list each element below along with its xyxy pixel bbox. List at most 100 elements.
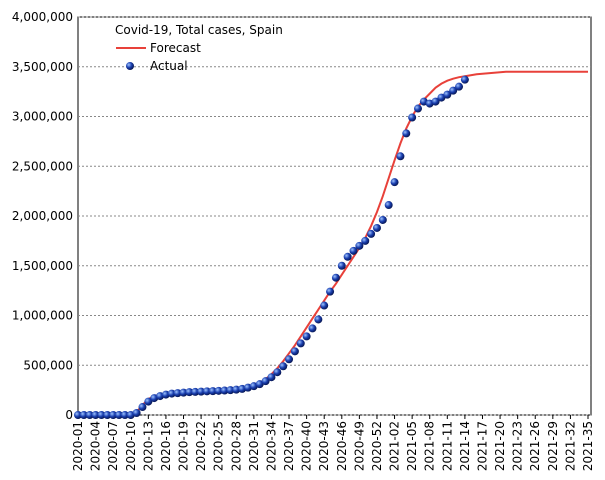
x-tick-label: 2021-02 — [388, 421, 402, 471]
actual-point — [197, 387, 206, 396]
x-tick-label: 2020-10 — [124, 421, 138, 471]
actual-point — [343, 252, 352, 261]
actual-point — [97, 411, 106, 419]
x-tick-label: 2021-14 — [458, 421, 472, 471]
x-tick-label: 2020-49 — [352, 421, 366, 471]
actual-point — [214, 386, 223, 395]
x-tick-label: 2020-25 — [212, 421, 226, 471]
actual-point — [208, 387, 217, 396]
actual-point — [115, 411, 124, 419]
actual-point — [226, 386, 235, 395]
x-tick-label: 2020-43 — [317, 421, 331, 471]
actual-point — [138, 403, 147, 412]
x-tick-label: 2020-01 — [71, 421, 85, 471]
actual-point — [79, 411, 88, 419]
x-tick-label: 2020-22 — [194, 421, 208, 471]
actual-point — [402, 129, 411, 138]
y-tick-label: 3,500,000 — [12, 60, 73, 74]
x-tick-label: 2021-26 — [528, 421, 542, 471]
actual-point — [367, 229, 376, 238]
actual-point — [173, 389, 182, 398]
actual-point — [302, 332, 311, 341]
x-tick-label: 2020-31 — [247, 421, 261, 471]
actual-point — [326, 287, 335, 296]
x-tick-label: 2021-08 — [423, 421, 437, 471]
actual-point — [120, 411, 129, 419]
x-tick-label: 2020-46 — [335, 421, 349, 471]
actual-point — [279, 362, 288, 371]
legend-label: Forecast — [150, 41, 201, 55]
actual-point — [290, 347, 299, 356]
actual-point — [460, 75, 469, 84]
actual-point — [179, 388, 188, 397]
x-tick-label: 2020-16 — [159, 421, 173, 471]
actual-point — [337, 261, 346, 270]
y-tick-label: 2,500,000 — [12, 159, 73, 173]
actual-point — [273, 368, 282, 377]
x-tick-label: 2021-23 — [511, 421, 525, 471]
actual-point — [109, 411, 118, 419]
actual-point — [261, 377, 270, 386]
actual-point — [384, 201, 393, 210]
y-tick-label: 0 — [65, 408, 73, 422]
x-tick-label: 2020-19 — [177, 421, 191, 471]
actual-point — [167, 389, 176, 398]
actual-point — [372, 223, 381, 232]
actual-point — [232, 385, 241, 394]
actual-point — [285, 355, 294, 364]
x-tick-label: 2021-20 — [493, 421, 507, 471]
actual-point — [85, 411, 94, 419]
actual-point — [103, 411, 112, 419]
forecast-line — [78, 70, 588, 416]
actual-point — [220, 386, 229, 395]
actual-point — [408, 113, 417, 122]
actual-point — [185, 388, 194, 397]
x-tick-label: 2021-29 — [546, 421, 560, 471]
y-tick-label: 500,000 — [23, 358, 73, 372]
actual-point — [455, 82, 464, 91]
actual-point — [414, 104, 422, 113]
actual-point — [202, 387, 211, 396]
x-tick-label: 2021-35 — [581, 421, 595, 471]
actual-point — [320, 301, 329, 310]
actual-point — [91, 411, 100, 419]
x-tick-label: 2020-07 — [106, 421, 120, 471]
actual-point — [331, 273, 340, 282]
actual-point — [443, 90, 452, 99]
y-tick-label: 1,500,000 — [12, 259, 73, 273]
actual-point — [349, 246, 358, 255]
x-tick-label: 2020-34 — [264, 421, 278, 471]
actual-point — [74, 411, 82, 419]
x-tick-label: 2020-52 — [370, 421, 384, 471]
y-tick-label: 4,000,000 — [12, 10, 73, 24]
actual-point — [378, 215, 387, 224]
actual-point — [396, 152, 405, 161]
legend-swatch — [126, 62, 134, 70]
actual-point — [132, 409, 141, 418]
x-tick-label: 2020-04 — [89, 421, 103, 471]
actual-point — [449, 86, 458, 95]
x-tick-label: 2020-13 — [141, 421, 155, 471]
actual-point — [308, 324, 317, 333]
x-tick-label: 2020-28 — [229, 421, 243, 471]
actual-point — [314, 315, 323, 324]
y-tick-label: 2,000,000 — [12, 209, 73, 223]
y-tick-label: 3,000,000 — [12, 110, 73, 124]
actual-point — [191, 387, 200, 396]
x-tick-label: 2021-32 — [563, 421, 577, 471]
actual-point — [390, 178, 399, 187]
actual-point — [355, 241, 364, 250]
actual-point — [267, 373, 276, 382]
y-tick-label: 1,000,000 — [12, 309, 73, 323]
actual-point — [296, 339, 305, 348]
legend-title: Covid-19, Total cases, Spain — [115, 23, 283, 37]
x-tick-label: 2020-37 — [282, 421, 296, 471]
legend-label: Actual — [150, 59, 188, 73]
x-tick-label: 2021-17 — [475, 421, 489, 471]
actual-point — [144, 397, 153, 406]
actual-point — [431, 97, 440, 106]
x-tick-label: 2020-40 — [300, 421, 314, 471]
x-tick-label: 2021-05 — [405, 421, 419, 471]
x-tick-label: 2021-11 — [440, 421, 454, 471]
